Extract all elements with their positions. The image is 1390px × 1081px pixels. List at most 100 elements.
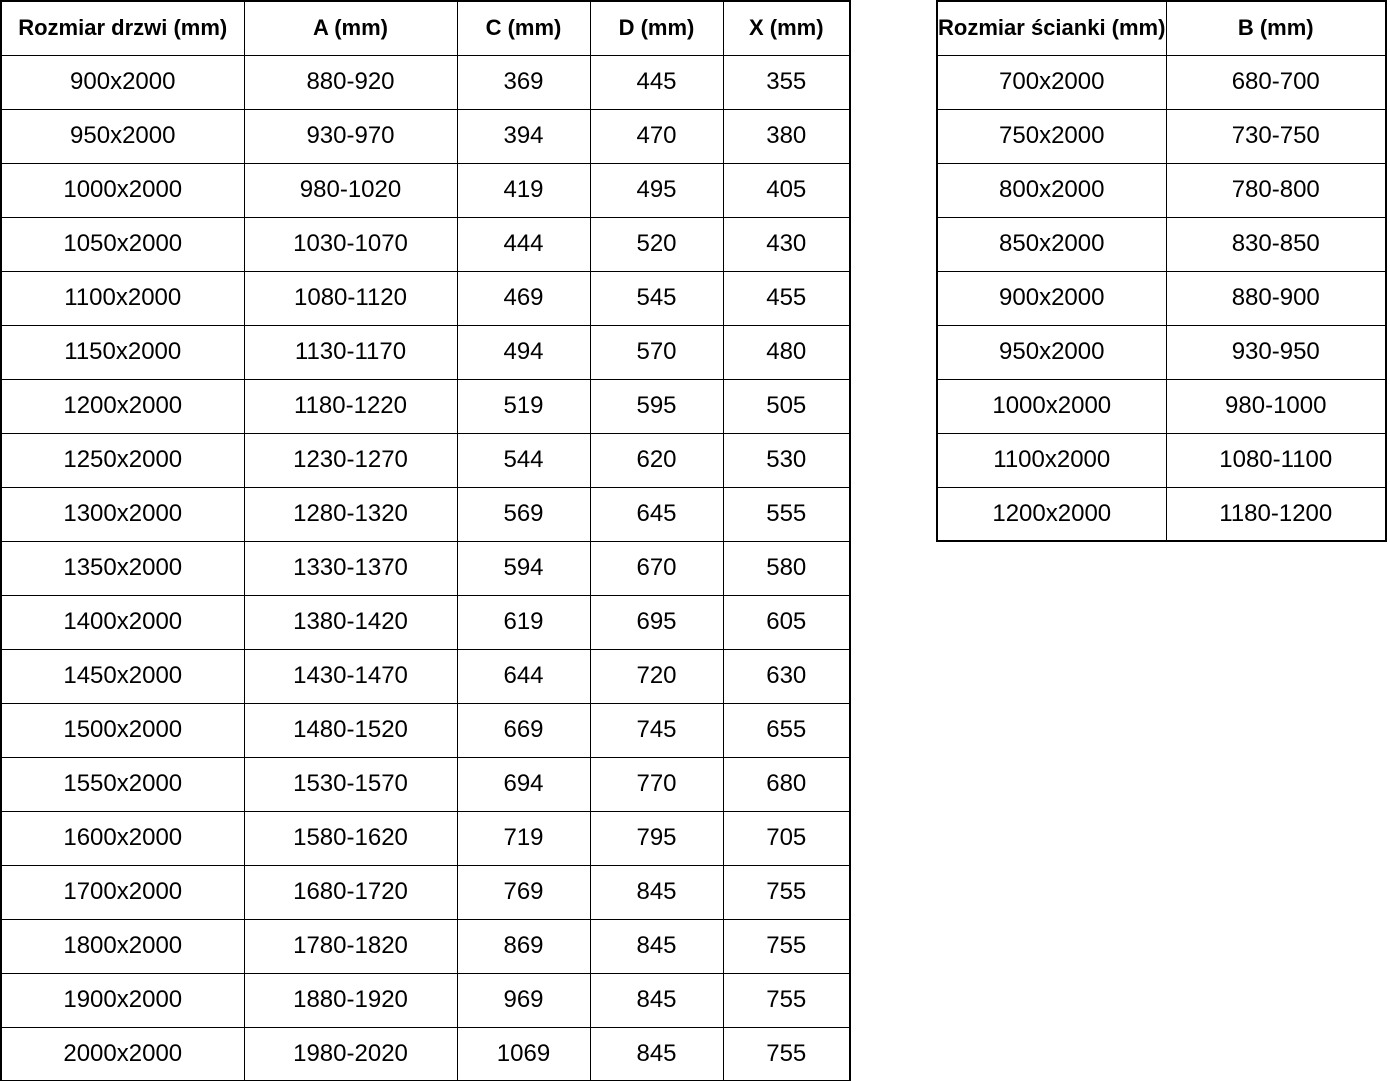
table-cell: 1980-2020 (243, 1026, 458, 1081)
table-cell: 830-850 (1165, 216, 1387, 272)
table-row: 1600x2000 1580-1620 719 795 705 (0, 810, 851, 866)
table-cell: 405 (722, 162, 851, 218)
table-cell: 1380-1420 (243, 594, 458, 650)
table-cell: 900x2000 (936, 270, 1167, 326)
table-cell: 544 (456, 432, 591, 488)
table-cell: 1500x2000 (0, 702, 245, 758)
table-cell: 1200x2000 (936, 486, 1167, 542)
table-cell: 719 (456, 810, 591, 866)
table-row: 1300x2000 1280-1320 569 645 555 (0, 486, 851, 542)
table-cell: 950x2000 (936, 324, 1167, 380)
table-cell: 755 (722, 918, 851, 974)
table-cell: 530 (722, 432, 851, 488)
column-header: Rozmiar ścianki (mm) (936, 0, 1167, 56)
table-row: 1900x2000 1880-1920 969 845 755 (0, 972, 851, 1028)
table-row: 1400x2000 1380-1420 619 695 605 (0, 594, 851, 650)
table-row: 1500x2000 1480-1520 669 745 655 (0, 702, 851, 758)
column-header: A (mm) (243, 0, 458, 56)
table-cell: 644 (456, 648, 591, 704)
table-cell: 1680-1720 (243, 864, 458, 920)
table-cell: 580 (722, 540, 851, 596)
table-cell: 845 (589, 918, 724, 974)
table-cell: 444 (456, 216, 591, 272)
table-row: 950x2000 930-970 394 470 380 (0, 108, 851, 164)
table-cell: 755 (722, 972, 851, 1028)
table-row: 950x2000 930-950 (936, 324, 1387, 380)
door-sizes-table: Rozmiar drzwi (mm) A (mm) C (mm) D (mm) X (m… (0, 0, 851, 1081)
table-cell: 680 (722, 756, 851, 812)
table-header-row: Rozmiar ścianki (mm) B (mm) (936, 0, 1387, 56)
table-cell: 980-1020 (243, 162, 458, 218)
table-cell: 380 (722, 108, 851, 164)
table-cell: 1100x2000 (936, 432, 1167, 488)
table-cell: 769 (456, 864, 591, 920)
table-cell: 1250x2000 (0, 432, 245, 488)
table-cell: 1780-1820 (243, 918, 458, 974)
table-row: 1700x2000 1680-1720 769 845 755 (0, 864, 851, 920)
table-cell: 520 (589, 216, 724, 272)
table-cell: 1330-1370 (243, 540, 458, 596)
table-row: 1150x2000 1130-1170 494 570 480 (0, 324, 851, 380)
column-header: C (mm) (456, 0, 591, 56)
table-row: 1100x2000 1080-1100 (936, 432, 1387, 488)
table-cell: 1180-1220 (243, 378, 458, 434)
table-cell: 845 (589, 972, 724, 1028)
table-cell: 605 (722, 594, 851, 650)
table-cell: 355 (722, 54, 851, 110)
column-header: B (mm) (1165, 0, 1387, 56)
table-cell: 950x2000 (0, 108, 245, 164)
table-cell: 445 (589, 54, 724, 110)
table-cell: 800x2000 (936, 162, 1167, 218)
table-cell: 555 (722, 486, 851, 542)
table-cell: 480 (722, 324, 851, 380)
table-cell: 869 (456, 918, 591, 974)
table-cell: 1080-1100 (1165, 432, 1387, 488)
table-row: 1000x2000 980-1020 419 495 405 (0, 162, 851, 218)
table-cell: 700x2000 (936, 54, 1167, 110)
table-cell: 1280-1320 (243, 486, 458, 542)
table-cell: 1530-1570 (243, 756, 458, 812)
table-cell: 595 (589, 378, 724, 434)
table-row: 1450x2000 1430-1470 644 720 630 (0, 648, 851, 704)
table-cell: 1450x2000 (0, 648, 245, 704)
table-cell: 745 (589, 702, 724, 758)
column-header: Rozmiar drzwi (mm) (0, 0, 245, 56)
table-cell: 1050x2000 (0, 216, 245, 272)
table-cell: 545 (589, 270, 724, 326)
wall-sizes-table-header: Rozmiar ścianki (mm) B (mm) (936, 0, 1387, 56)
table-row: 1000x2000 980-1000 (936, 378, 1387, 434)
column-header: X (mm) (722, 0, 851, 56)
table-cell: 795 (589, 810, 724, 866)
table-cell: 594 (456, 540, 591, 596)
table-cell: 755 (722, 864, 851, 920)
table-cell: 930-950 (1165, 324, 1387, 380)
table-cell: 619 (456, 594, 591, 650)
table-cell: 680-700 (1165, 54, 1387, 110)
table-cell: 1900x2000 (0, 972, 245, 1028)
table-row: 1350x2000 1330-1370 594 670 580 (0, 540, 851, 596)
table-cell: 755 (722, 1026, 851, 1081)
table-cell: 455 (722, 270, 851, 326)
table-cell: 1000x2000 (936, 378, 1167, 434)
table-cell: 1480-1520 (243, 702, 458, 758)
table-row: 2000x2000 1980-2020 1069 845 755 (0, 1026, 851, 1081)
table-cell: 1880-1920 (243, 972, 458, 1028)
table-cell: 850x2000 (936, 216, 1167, 272)
table-cell: 1230-1270 (243, 432, 458, 488)
table-cell: 1100x2000 (0, 270, 245, 326)
table-cell: 519 (456, 378, 591, 434)
table-cell: 1580-1620 (243, 810, 458, 866)
table-row: 1200x2000 1180-1200 (936, 486, 1387, 542)
table-cell: 369 (456, 54, 591, 110)
table-cell: 900x2000 (0, 54, 245, 110)
table-header-row: Rozmiar drzwi (mm) A (mm) C (mm) D (mm) X (m… (0, 0, 851, 56)
table-cell: 969 (456, 972, 591, 1028)
table-cell: 845 (589, 1026, 724, 1081)
table-cell: 1430-1470 (243, 648, 458, 704)
table-cell: 1550x2000 (0, 756, 245, 812)
table-cell: 630 (722, 648, 851, 704)
table-cell: 880-900 (1165, 270, 1387, 326)
table-cell: 880-920 (243, 54, 458, 110)
table-cell: 1000x2000 (0, 162, 245, 218)
table-cell: 569 (456, 486, 591, 542)
